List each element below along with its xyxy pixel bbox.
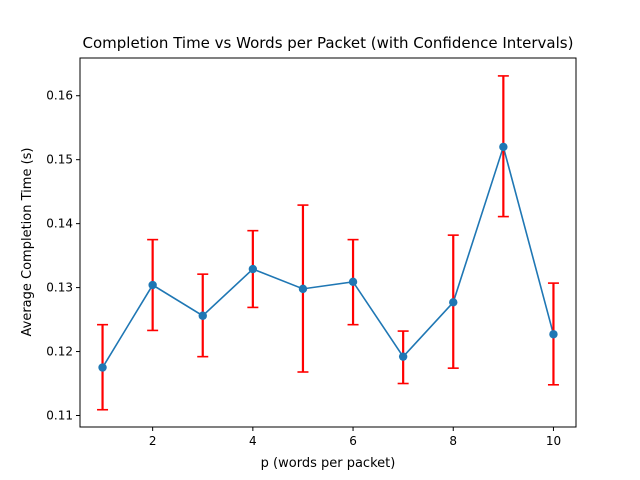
y-tick-label: 0.15 [46,153,73,167]
plot-area: 2 4 6 8 10 0.11 0.12 0.13 0.14 0.15 0.16 [46,57,577,448]
y-axis-label: Average Completion Time (s) [20,148,35,337]
plot-frame [79,57,577,428]
x-axis-label: p (words per packet) [261,456,396,471]
x-tick-label: 8 [449,434,457,448]
data-point [549,330,558,339]
y-tick-label: 0.13 [46,281,73,295]
chart-title: Completion Time vs Words per Packet (wit… [83,34,574,52]
data-point [348,277,358,287]
x-tick-label: 4 [249,434,257,448]
data-point [248,264,258,274]
data-point [499,142,508,152]
y-tick-label: 0.11 [46,408,73,422]
x-tick-label: 6 [349,434,357,448]
y-tick-label: 0.12 [46,345,73,359]
y-tick-label: 0.14 [46,217,73,231]
data-point [398,352,408,361]
x-tick-label: 2 [149,434,157,448]
x-tick-label: 10 [546,434,561,448]
data-point [148,280,157,290]
data-point [449,298,458,307]
data-point [98,363,107,372]
series-line [101,144,555,368]
data-point [198,311,207,320]
data-point [298,284,308,294]
y-tick-label: 0.16 [46,89,73,103]
